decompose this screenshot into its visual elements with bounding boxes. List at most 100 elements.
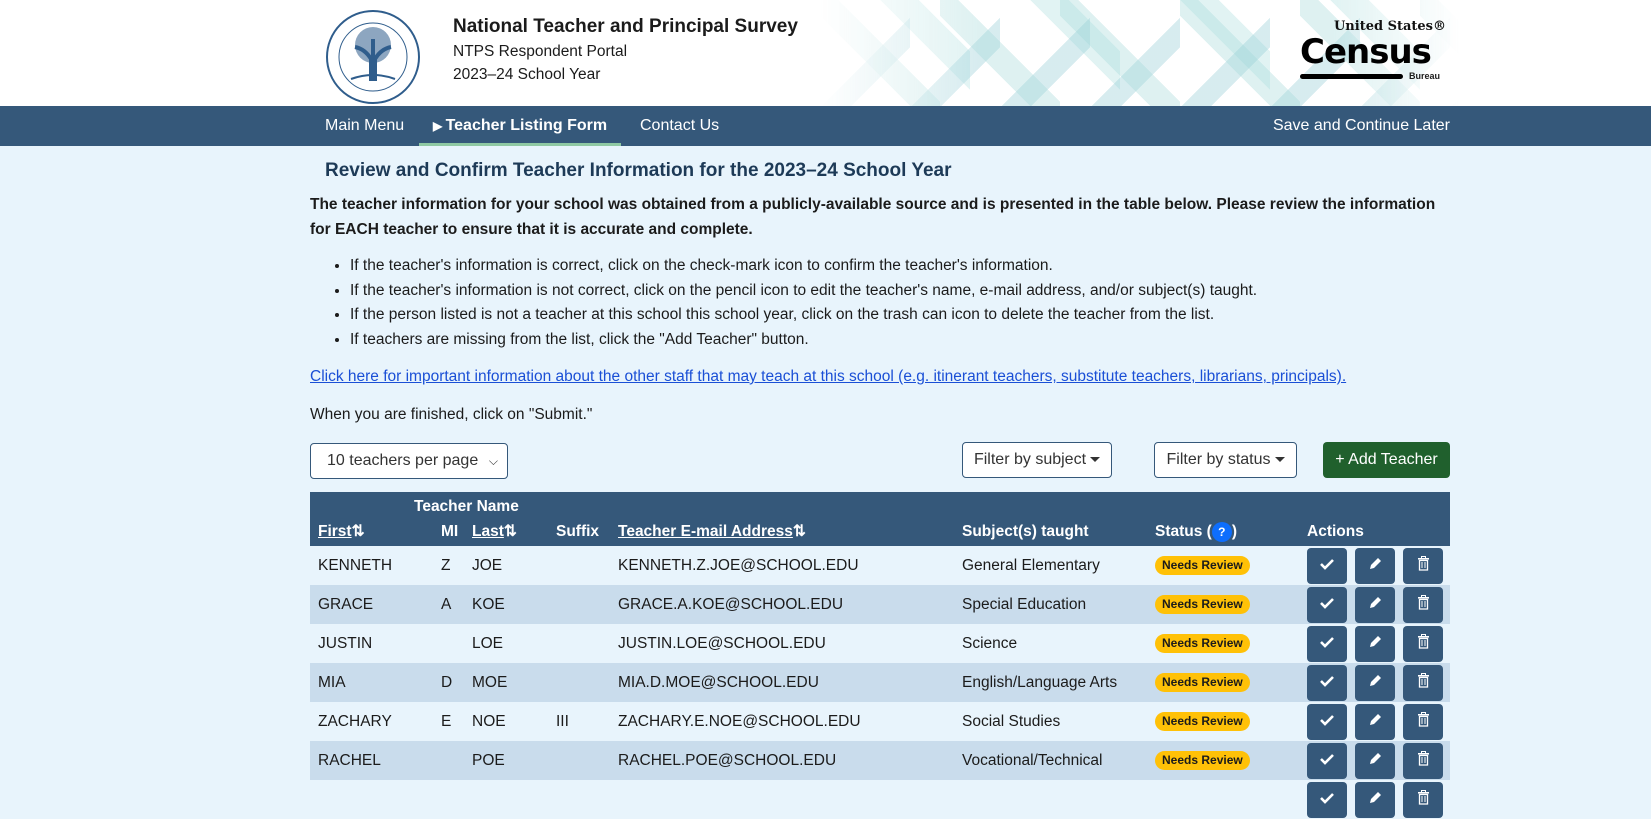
sort-email[interactable]: Teacher E-mail Address⇅ <box>618 523 806 540</box>
confirm-button[interactable] <box>1307 704 1347 740</box>
chevron-down-icon: ⌵ <box>488 454 498 468</box>
confirm-button[interactable] <box>1307 587 1347 623</box>
pencil-icon <box>1368 713 1382 732</box>
edit-button[interactable] <box>1355 665 1395 701</box>
delete-button[interactable] <box>1403 548 1443 584</box>
instructions-list: If the teacher's information is correct,… <box>310 254 1450 352</box>
column-actions: Actions <box>1307 523 1364 540</box>
delete-button[interactable] <box>1403 665 1443 701</box>
cell-email: KENNETH.Z.JOE@SCHOOL.EDU <box>618 557 859 574</box>
instruction-item: If the person listed is not a teacher at… <box>350 303 1450 328</box>
main-content: Review and Confirm Teacher Information f… <box>310 146 1450 819</box>
teacher-table: Teacher Name First⇅ MI Last⇅ Suffix Teac… <box>310 492 1450 819</box>
header-pattern <box>820 0 1460 106</box>
pencil-icon <box>1368 752 1382 771</box>
check-icon <box>1319 596 1335 615</box>
table-controls: 10 teachers per page ⌵ Filter by subject … <box>310 442 1450 480</box>
pencil-icon <box>1368 635 1382 654</box>
table-row: MIA D MOE MIA.D.MOE@SCHOOL.EDU English/Langu… <box>310 663 1450 702</box>
edit-button[interactable] <box>1355 548 1395 584</box>
pencil-icon <box>1368 791 1382 810</box>
pencil-icon <box>1368 596 1382 615</box>
table-row: KENNETH Z JOE KENNETH.Z.JOE@SCHOOL.EDU Gener… <box>310 546 1450 585</box>
add-teacher-button[interactable]: + Add Teacher <box>1323 442 1450 478</box>
edit-button[interactable] <box>1355 587 1395 623</box>
intro-text: The teacher information for your school … <box>310 196 1436 238</box>
cell-last: MOE <box>472 674 508 691</box>
edit-button[interactable] <box>1355 704 1395 740</box>
trash-icon <box>1417 595 1430 615</box>
delete-button[interactable] <box>1403 743 1443 779</box>
pencil-icon <box>1368 674 1382 693</box>
status-badge: Needs Review <box>1155 751 1250 770</box>
caret-down-icon <box>1274 457 1285 463</box>
cell-email: MIA.D.MOE@SCHOOL.EDU <box>618 674 819 691</box>
nav-main-menu[interactable]: Main Menu <box>325 117 405 134</box>
census-bureau-logo: United States® Census Bureau <box>1300 19 1446 81</box>
status-badge: Needs Review <box>1155 595 1250 614</box>
check-icon <box>1319 674 1335 693</box>
trash-icon <box>1417 790 1430 810</box>
site-header: National Teacher and Principal Survey NT… <box>0 0 1651 106</box>
cell-first: KENNETH <box>318 557 393 574</box>
delete-button[interactable] <box>1403 587 1443 623</box>
cell-mi: D <box>441 674 453 691</box>
cell-email: JUSTIN.LOE@SCHOOL.EDU <box>618 635 826 652</box>
cell-mi: E <box>441 713 452 730</box>
trash-icon <box>1417 712 1430 732</box>
cell-email: ZACHARY.E.NOE@SCHOOL.EDU <box>618 713 861 730</box>
confirm-button[interactable] <box>1307 782 1347 818</box>
table-row <box>310 780 1450 819</box>
nav-contact-us[interactable]: Contact Us <box>640 117 720 134</box>
filter-subject-button[interactable]: Filter by subject <box>962 442 1112 478</box>
delete-button[interactable] <box>1403 782 1443 818</box>
trash-icon <box>1417 673 1430 693</box>
play-arrow-icon: ▶ <box>433 119 446 133</box>
sort-icon: ⇅ <box>351 523 365 540</box>
check-icon <box>1319 752 1335 771</box>
delete-button[interactable] <box>1403 704 1443 740</box>
help-icon[interactable]: ? <box>1211 522 1232 542</box>
cell-email: RACHEL.POE@SCHOOL.EDU <box>618 752 837 769</box>
main-nav: Main Menu ▶ Teacher Listing Form Contact… <box>0 106 1651 146</box>
cell-last: KOE <box>472 596 505 613</box>
delete-button[interactable] <box>1403 626 1443 662</box>
edit-button[interactable] <box>1355 626 1395 662</box>
check-icon <box>1319 557 1335 576</box>
filter-status-button[interactable]: Filter by status <box>1154 442 1297 478</box>
column-subject: Subject(s) taught <box>962 523 1089 540</box>
confirm-button[interactable] <box>1307 548 1347 584</box>
column-status: Status (?) <box>1155 522 1238 542</box>
instruction-item: If the teacher's information is not corr… <box>350 279 1450 304</box>
check-icon <box>1319 713 1335 732</box>
cell-subject: Science <box>962 635 1018 652</box>
column-mi: MI <box>441 523 459 540</box>
cell-last: JOE <box>472 557 503 574</box>
cell-first: JUSTIN <box>318 635 373 652</box>
table-row: JUSTIN LOE JUSTIN.LOE@SCHOOL.EDU Science Nee… <box>310 624 1450 663</box>
confirm-button[interactable] <box>1307 743 1347 779</box>
department-of-education-seal <box>326 10 420 104</box>
confirm-button[interactable] <box>1307 626 1347 662</box>
cell-mi: A <box>441 596 452 613</box>
edit-button[interactable] <box>1355 782 1395 818</box>
trash-icon <box>1417 556 1430 576</box>
sort-first-name[interactable]: First⇅ <box>318 523 365 540</box>
sort-last-name[interactable]: Last⇅ <box>472 523 517 540</box>
edit-button[interactable] <box>1355 743 1395 779</box>
cell-first: ZACHARY <box>318 713 392 730</box>
cell-last: NOE <box>472 713 506 730</box>
cell-email: GRACE.A.KOE@SCHOOL.EDU <box>618 596 844 613</box>
instruction-item: If the teacher's information is correct,… <box>350 254 1450 279</box>
confirm-button[interactable] <box>1307 665 1347 701</box>
column-suffix: Suffix <box>556 523 600 540</box>
sort-icon: ⇅ <box>503 523 517 540</box>
save-continue-later-link[interactable]: Save and Continue Later <box>1272 117 1450 134</box>
per-page-select[interactable]: 10 teachers per page ⌵ <box>310 443 508 479</box>
status-badge: Needs Review <box>1155 556 1250 575</box>
status-badge: Needs Review <box>1155 634 1250 653</box>
nav-teacher-listing-form[interactable]: ▶ Teacher Listing Form <box>419 106 622 146</box>
cell-first: MIA <box>318 674 346 691</box>
cell-first: RACHEL <box>318 752 381 769</box>
other-staff-info-link[interactable]: Click here for important information abo… <box>310 368 1347 385</box>
